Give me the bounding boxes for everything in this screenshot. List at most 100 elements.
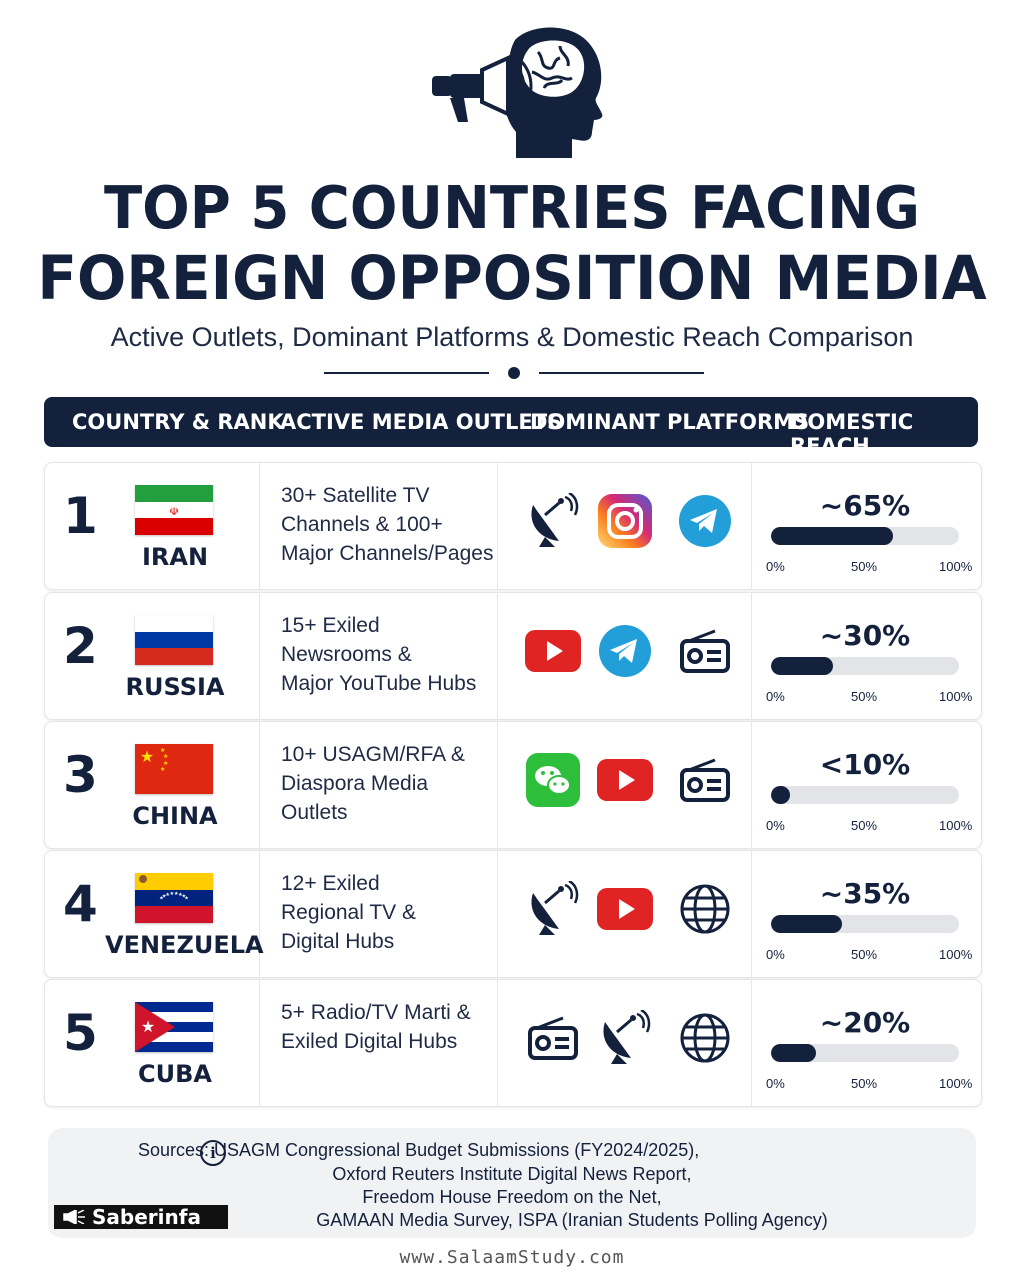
rank-number: 1 [63,487,98,545]
tick-label: 50% [851,689,878,704]
table-row: 1 ☫ IRAN 30+ Satellite TV Channels & 100+… [44,462,982,590]
outlet-line: Newsrooms & [281,643,412,666]
reach-value: ~20% [819,1006,911,1039]
tick-label: 0% [766,947,785,962]
active-outlets: 15+ Exiled Newsrooms & Major YouTube Hubs [281,611,501,698]
telegram-icon [597,623,653,679]
outlet-line: 15+ Exiled [281,614,380,637]
flag-china: ★ ★ ★ ★ ★ [135,744,213,794]
satellite-dish-icon [597,1008,653,1066]
satellite-dish-icon [525,879,581,937]
reach-bar-fill [771,1044,817,1062]
outlet-line: 5+ Radio/TV Marti & [281,1001,471,1024]
outlet-line: Exiled Digital Hubs [281,1030,458,1053]
svg-text:★: ★ [184,895,189,901]
table-row: 3 ★ ★ ★ ★ ★ CHINA 10+ USAGM/RFA & Diaspora … [44,721,982,849]
outlet-line: 12+ Exiled [281,872,380,895]
flag-cuba: ★ [135,1002,213,1052]
tick-label: 0% [766,559,785,574]
tick-label: 50% [851,1076,878,1091]
table-row: 5 ★ CUBA 5+ Radio/TV Marti & Exiled Digit… [44,979,982,1107]
tick-label: 0% [766,818,785,833]
country-name: IRAN [141,543,209,571]
flag-iran: ☫ [135,485,213,535]
flag-russia [135,615,213,665]
svg-text:★: ★ [170,891,175,897]
globe-icon [677,1010,733,1066]
tick-label: 0% [766,1076,785,1091]
globe-icon [677,881,733,937]
header-domestic-reach: DOMESTIC REACH [790,410,914,458]
source-line: Oxford Reuters Institute Digital News Re… [332,1164,692,1184]
source-line: Sources: USAGM Congressional Budget Subm… [138,1140,700,1160]
svg-text:★: ★ [160,766,165,773]
table-row: 2 RUSSIA 15+ Exiled Newsrooms & Major YouT… [44,592,982,720]
rank-number: 3 [63,746,98,804]
header-country-rank: COUNTRY & RANK [72,410,284,434]
youtube-icon [597,752,653,808]
reach-bar-fill [771,915,843,933]
rank-number: 4 [63,875,98,933]
svg-text:★: ★ [160,747,165,754]
reach-bar [771,786,959,804]
radio-icon [677,752,733,808]
reach-bar [771,527,959,545]
tick-label: 50% [851,818,878,833]
radio-icon [525,1010,581,1066]
tick-label: 100% [939,1076,973,1091]
outlet-line: Major Channels/Pages [281,542,494,565]
svg-text:★: ★ [165,892,170,898]
title-divider [324,366,704,380]
outlet-line: Diaspora Media [281,772,429,795]
saberinfa-badge: Saberinfa [54,1205,228,1229]
info-icon: i [200,1140,226,1166]
badge-label: Saberinfa [92,1205,201,1229]
outlet-line: Digital Hubs [281,930,395,953]
outlet-line: Regional TV & [281,901,417,924]
svg-text:★: ★ [140,749,154,766]
outlet-line: 10+ USAGM/RFA & [281,743,465,766]
telegram-icon [677,493,733,549]
radio-icon [677,623,733,679]
page-subtitle: Active Outlets, Dominant Platforms & Dom… [110,322,914,352]
header-dominant-platforms: DOMINANT PLATFORMS [530,410,810,434]
reach-value: ~30% [819,619,911,652]
svg-text:★: ★ [178,892,183,898]
svg-text:★: ★ [159,895,164,901]
reach-bar-fill [771,786,790,804]
table-row: 4 ★ ★ ★ ★ ★ ★ ★ ★ VENEZUELA 12+ Exiled Regional … [44,850,982,978]
wechat-icon [525,752,581,808]
country-name: VENEZUELA [105,931,264,959]
page-title-line-1: TOP 5 COUNTRIES FACING [103,174,921,243]
youtube-icon [597,881,653,937]
reach-value: <10% [819,748,911,781]
reach-bar [771,657,959,675]
reach-value: ~35% [819,877,911,910]
active-outlets: 10+ USAGM/RFA & Diaspora Media Outlets [281,740,501,827]
source-line: Freedom House Freedom on the Net, [362,1187,662,1207]
hero-illustration [0,0,1024,165]
reach-bar-fill [771,657,834,675]
reach-bar [771,915,959,933]
svg-text:★: ★ [182,893,187,899]
website-url: www.SalaamStudy.com [399,1247,625,1268]
tick-label: 0% [766,689,785,704]
tick-label: 100% [939,559,973,574]
flag-venezuela: ★ ★ ★ ★ ★ ★ ★ ★ [135,873,213,923]
outlet-line: Outlets [281,801,348,824]
outlet-line: 30+ Satellite TV [281,484,430,507]
megaphone-head-icon [432,27,603,158]
tick-label: 100% [939,818,973,833]
youtube-icon [525,623,581,679]
svg-text:☫: ☫ [169,505,179,518]
tick-label: 50% [851,947,878,962]
reach-value: ~65% [819,489,911,522]
svg-text:★: ★ [163,760,168,767]
country-name: CHINA [132,802,218,830]
svg-text:★: ★ [163,753,168,760]
megaphone-icon [63,1210,85,1224]
svg-text:★: ★ [174,891,179,897]
country-name: CUBA [138,1060,212,1088]
page-title-line-2: FOREIGN OPPOSITION MEDIA [37,242,987,314]
country-name: RUSSIA [125,673,225,701]
